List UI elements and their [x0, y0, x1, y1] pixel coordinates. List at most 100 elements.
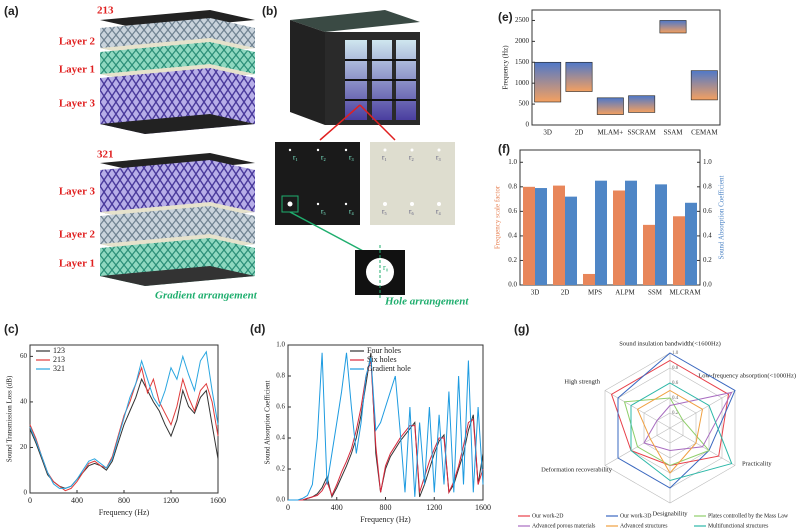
plate	[100, 266, 255, 286]
hole-label: r₄	[436, 208, 441, 216]
x-tick-label: SSCRAM	[627, 129, 656, 137]
radar-series	[636, 389, 704, 474]
panel-label: (a)	[4, 4, 19, 18]
plot-frame	[531, 9, 721, 126]
x-axis-label: Frequency (Hz)	[99, 508, 150, 517]
x-tick-label: 400	[71, 496, 83, 505]
legend-label: Our work-3D	[620, 513, 651, 519]
legend-label: Four holes	[367, 346, 401, 355]
bar	[643, 224, 655, 285]
range-bar	[534, 61, 562, 103]
y-tick-label: 0.0	[703, 281, 712, 289]
bar	[613, 190, 625, 285]
y-tick-label: 0.2	[703, 256, 712, 264]
legend-label: Advanced structures	[620, 523, 668, 529]
x-tick-label: SSAM	[663, 129, 683, 137]
radar-series	[630, 382, 733, 482]
y-tick-label: 0	[526, 121, 530, 129]
legend-label: Plates controlled by the Mass Law	[708, 513, 789, 519]
plate	[100, 114, 255, 134]
zoom-arrow	[289, 211, 366, 253]
x-tick-label: 1600	[475, 503, 491, 512]
plate-dark	[275, 142, 360, 225]
y-tick-label: 2500	[515, 16, 530, 24]
layer-label: Layer 1	[59, 258, 95, 270]
panel-label: (d)	[250, 322, 265, 336]
radar-axis-label: Low-frequency absorption(<1000Hz)	[698, 372, 796, 379]
r-tick-label: 1.0	[672, 351, 679, 356]
bar	[625, 180, 637, 285]
legend-label: Gradient hole	[367, 364, 411, 373]
radar-series	[617, 352, 736, 489]
hole-label: r₃	[349, 154, 354, 162]
plate-light	[370, 142, 455, 225]
x-tick-label: 800	[118, 496, 130, 505]
bar	[655, 184, 667, 285]
y-tick-label: 500	[519, 100, 530, 108]
hole-label: r₄	[349, 208, 354, 216]
x-tick-label: MLAM+	[597, 129, 623, 137]
panel-b: r₁ r₂ r₃ r₅ r₄ r₁ r₂ r₃ r₅ r₆ r₄ r₀ Hole…	[275, 10, 469, 308]
x-tick-label: 1200	[426, 503, 442, 512]
bar	[685, 202, 697, 285]
cube-top	[290, 10, 420, 32]
legend-label: 213	[53, 355, 65, 364]
x-tick-label: 1200	[163, 496, 179, 505]
x-tick-label: 1600	[210, 496, 226, 505]
stack-label: 321	[97, 149, 114, 161]
range-bar	[565, 61, 593, 92]
hole-label: r₅	[321, 208, 326, 216]
radar-axis-label: Designability	[652, 510, 688, 517]
bar	[673, 216, 685, 285]
y-tick-label: 0.2	[508, 256, 517, 264]
x-tick-label: 2D	[575, 129, 584, 137]
x-axis-label: Frequency (Hz)	[360, 515, 411, 524]
radar-axis-label: Sound insulation bandwidth(<1600Hz)	[619, 340, 721, 347]
radar-axis-label: Deformation recoverability	[541, 466, 613, 473]
caption: Hole arrangement	[384, 296, 469, 308]
y-axis-label: Sound Absorption Coefficient	[264, 381, 272, 465]
bar	[595, 180, 607, 285]
layer-label: Layer 2	[59, 36, 96, 48]
y-tick-label: 0	[24, 489, 28, 497]
hole-label: r₁	[293, 154, 298, 162]
hole-label: r₂	[409, 154, 414, 162]
range-bar	[659, 20, 687, 34]
panel-label: (e)	[498, 10, 513, 24]
panel-label: (b)	[262, 4, 277, 18]
legend-label: Six holes	[367, 355, 397, 364]
x-tick-label: 2D	[561, 289, 570, 297]
layer-label: Layer 2	[59, 229, 96, 241]
x-tick-label: 800	[380, 503, 392, 512]
bar	[583, 273, 595, 285]
x-tick-label: SSM	[648, 289, 663, 297]
hole-label: r₃	[436, 154, 441, 162]
y-tick-label: 40	[20, 398, 28, 406]
y-tick-label: 0.8	[508, 182, 517, 190]
series-line	[288, 352, 484, 501]
y-tick-label: 1.0	[703, 158, 712, 166]
series-line	[288, 360, 484, 501]
bar	[535, 188, 547, 285]
bar	[523, 186, 535, 285]
panel-label: (f)	[498, 142, 510, 156]
layer-label: Layer 3	[59, 98, 96, 110]
panel-label: (g)	[514, 322, 529, 336]
series-line	[288, 352, 484, 501]
hole-label: r₂	[321, 154, 326, 162]
y-tick-label: 0.6	[703, 207, 712, 215]
r-tick-label: 0.4	[672, 396, 679, 401]
y-axis-label: Frequency scale factor	[494, 185, 502, 249]
x-tick-label: 3D	[531, 289, 540, 297]
bar	[565, 196, 577, 285]
range-bar	[690, 70, 718, 101]
y-tick-label: 1500	[515, 58, 530, 66]
panel-a: 213 Layer 2 Layer 1 Layer 3 321 Layer 3 …	[59, 5, 258, 302]
y-tick-label: 1.0	[508, 158, 517, 166]
y-axis-label: Sound Absorption Coefficient	[718, 176, 726, 260]
y-tick-label: 20	[20, 443, 28, 451]
radar-series	[643, 391, 733, 452]
r-tick-label: 0.2	[672, 411, 679, 416]
series-line	[29, 377, 219, 489]
